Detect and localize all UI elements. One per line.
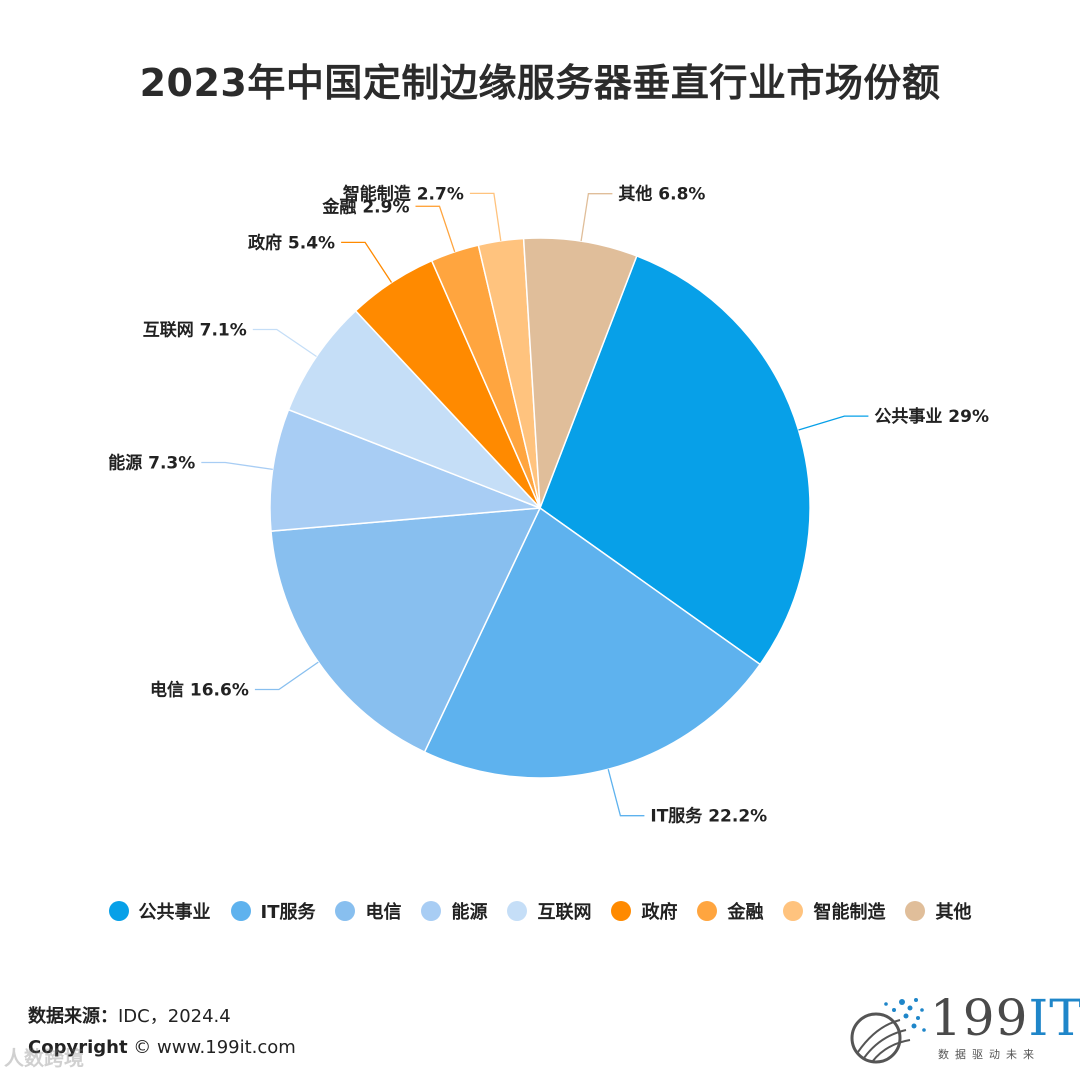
leader-line-7 (469, 192, 502, 241)
legend-label-3: 能源 (451, 902, 488, 923)
legend-label-8: 其他 (935, 902, 972, 923)
source-value: IDC，2024.4 (118, 1006, 231, 1027)
chart-title: 2023年中国定制边缘服务器垂直行业市场份额 (139, 61, 941, 105)
data-label-6: 金融 2.9% (321, 196, 409, 217)
legend-swatch-7 (783, 901, 804, 921)
leader-line-4 (252, 328, 317, 358)
copyright: Copyright © www.199it.com (28, 1037, 296, 1058)
data-source: 数据来源：IDC，2024.4 (28, 1002, 231, 1028)
pie-slice-0 (539, 254, 811, 666)
logo-text: 199IT (930, 990, 1080, 1046)
logo-tagline: 数据驱动未来 (938, 1048, 1040, 1061)
logo-it: IT (1028, 989, 1080, 1047)
legend-label-0: 公共事业 (138, 902, 211, 923)
data-label-1: IT服务 22.2% (650, 806, 767, 827)
leader-line-2 (254, 661, 319, 691)
pie-slice-2 (270, 507, 542, 754)
legend-item-3: 能源 (421, 898, 487, 924)
pie-slice-4 (287, 309, 541, 509)
data-label-0: 公共事业 29% (874, 407, 989, 427)
brand-logo: 199IT 数据驱动未来 (846, 990, 1080, 1070)
legend-item-0: 公共事业 (108, 898, 211, 924)
leader-line-6 (415, 205, 456, 253)
logo-num: 199 (930, 989, 1029, 1047)
legend-item-8: 其他 (905, 898, 971, 924)
source-key: 数据来源： (28, 1006, 118, 1027)
data-label-2: 电信 16.6% (150, 680, 249, 701)
leader-line-5 (341, 241, 393, 283)
legend-label-7: 智能制造 (813, 902, 886, 923)
legend-item-5: 政府 (611, 898, 677, 924)
legend-swatch-5 (611, 901, 632, 921)
legend-item-1: IT服务 (230, 898, 316, 924)
legend-swatch-1 (230, 901, 251, 921)
logo-dots-icon (850, 998, 926, 1064)
leader-line-0 (798, 415, 869, 431)
legend-label-5: 政府 (641, 902, 678, 923)
legend-label-2: 电信 (365, 902, 402, 923)
data-label-8: 其他 6.8% (618, 184, 705, 205)
legend-swatch-4 (507, 901, 528, 921)
data-label-3: 能源 7.3% (108, 453, 195, 474)
copyright-value: © www.199it.com (133, 1037, 296, 1058)
pie-slice-8 (522, 237, 638, 509)
legend-swatch-8 (905, 901, 926, 921)
watermark: 人数跨境 (4, 1046, 84, 1070)
legend-item-6: 金融 (697, 898, 763, 924)
legend-item-4: 互联网 (507, 898, 591, 924)
copyright-key: Copyright (28, 1037, 128, 1058)
data-label-4: 互联网 7.1% (143, 321, 247, 341)
legend-label-6: 金融 (727, 902, 764, 923)
leader-line-3 (201, 461, 273, 471)
legend-swatch-2 (335, 901, 356, 921)
data-label-7: 智能制造 2.7% (343, 183, 464, 204)
leader-line-8 (580, 193, 613, 242)
legend-item-2: 电信 (335, 898, 401, 924)
chart-legend: 公共事业 IT服务 电信 能源 互联网 政府 金融 智能制造 其他 (0, 898, 1080, 924)
legend-item-7: 智能制造 (783, 898, 885, 924)
data-label-5: 政府 5.4% (248, 232, 335, 253)
legend-swatch-3 (421, 901, 442, 921)
legend-label-1: IT服务 (260, 902, 316, 923)
legend-swatch-6 (697, 901, 718, 921)
legend-label-4: 互联网 (537, 902, 592, 923)
leader-line-1 (607, 769, 645, 817)
pie-chart: 公共事业 29% IT服务 22.2% 电信 16.6% 能源 7.3% 互联网 7.1… (108, 183, 989, 827)
legend-swatch-0 (108, 901, 129, 921)
